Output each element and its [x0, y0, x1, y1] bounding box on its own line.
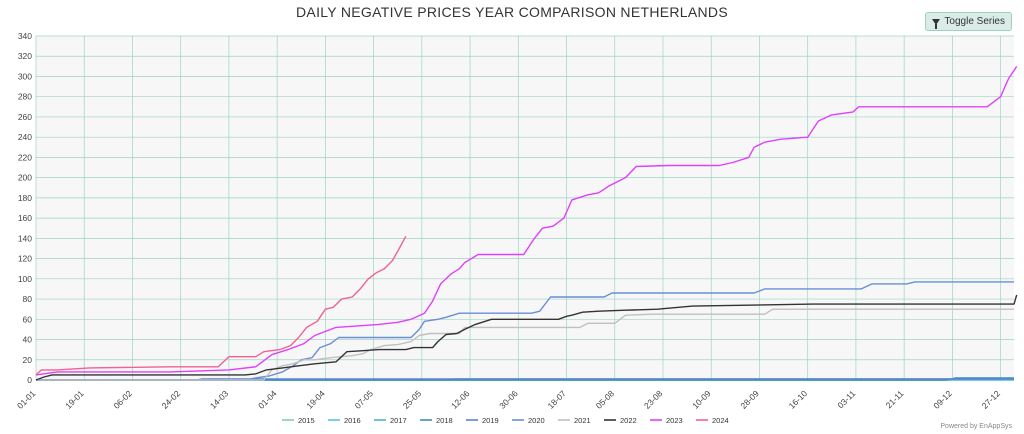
legend-label: 2020	[528, 416, 545, 425]
legend-item-2022[interactable]: 2022	[604, 416, 637, 425]
x-tick-label: 28-09	[738, 388, 761, 411]
x-tick-label: 10-09	[690, 388, 713, 411]
y-tick-label: 340	[18, 31, 32, 41]
legend-item-2020[interactable]: 2020	[512, 416, 545, 425]
series-line-2020[interactable]	[36, 281, 1014, 381]
x-tick-label: 24-02	[160, 388, 183, 411]
series-line-2023[interactable]	[35, 66, 1018, 376]
legend-label: 2015	[298, 416, 315, 425]
x-tick-label: 06-02	[111, 388, 134, 411]
y-tick-label: 40	[23, 335, 33, 345]
x-tick-label: 23-08	[642, 388, 665, 411]
legend-label: 2016	[344, 416, 361, 425]
legend-label: 2024	[712, 416, 729, 425]
y-tick-label: 120	[18, 254, 32, 264]
y-tick-label: 320	[18, 51, 32, 61]
x-tick-label: 14-03	[208, 388, 231, 411]
chart-title: DAILY NEGATIVE PRICES YEAR COMPARISON NE…	[296, 4, 728, 20]
x-tick-label: 19-04	[304, 388, 327, 411]
series-line-2024[interactable]	[35, 235, 407, 376]
x-tick-label: 21-11	[884, 388, 906, 410]
legend-item-2015[interactable]: 2015	[282, 416, 315, 425]
legend-label: 2022	[620, 416, 637, 425]
x-tick-label: 19-01	[63, 388, 86, 411]
legend-item-2021[interactable]: 2021	[558, 416, 591, 425]
toggle-series-label: Toggle Series	[944, 16, 1005, 27]
series-line-2021[interactable]	[36, 308, 1014, 381]
legend-label: 2019	[482, 416, 499, 425]
legend-item-2018[interactable]: 2018	[420, 416, 453, 425]
y-tick-label: 260	[18, 112, 32, 122]
x-tick-label: 16-10	[787, 388, 810, 411]
x-tick-label: 18-07	[545, 388, 568, 411]
legend-label: 2023	[666, 416, 683, 425]
legend-item-2023[interactable]: 2023	[650, 416, 683, 425]
y-tick-label: 240	[18, 132, 32, 142]
x-tick-label: 30-06	[497, 388, 520, 411]
legend-item-2017[interactable]: 2017	[374, 416, 407, 425]
y-tick-label: 0	[27, 375, 32, 385]
y-tick-label: 60	[23, 314, 33, 324]
x-tick-label: 03-11	[835, 388, 857, 410]
y-tick-label: 140	[18, 233, 32, 243]
x-tick-label: 01-01	[15, 388, 38, 411]
x-tick-label: 09-12	[931, 388, 954, 411]
x-tick-label: 25-05	[401, 388, 424, 411]
series-line-2022[interactable]	[35, 294, 1018, 381]
y-tick-label: 280	[18, 92, 32, 102]
y-tick-label: 300	[18, 71, 32, 81]
plot-area	[36, 36, 1014, 380]
x-tick-label: 27-12	[980, 388, 1003, 411]
legend-item-2016[interactable]: 2016	[328, 416, 361, 425]
x-tick-label: 01-04	[256, 388, 279, 411]
legend-label: 2017	[390, 416, 407, 425]
x-tick-label: 07-05	[353, 388, 376, 411]
y-tick-label: 180	[18, 193, 32, 203]
legend-label: 2021	[574, 416, 591, 425]
y-tick-label: 220	[18, 152, 32, 162]
y-tick-label: 100	[18, 274, 32, 284]
x-tick-label: 05-08	[594, 388, 617, 411]
y-tick-label: 160	[18, 213, 32, 223]
legend-item-2019[interactable]: 2019	[466, 416, 499, 425]
y-tick-label: 80	[23, 294, 33, 304]
legend-item-2024[interactable]: 2024	[696, 416, 729, 425]
x-tick-label: 12-06	[449, 388, 472, 411]
y-tick-label: 20	[23, 355, 33, 365]
y-tick-label: 200	[18, 173, 32, 183]
credits-text: Powered by EnAppSys	[940, 423, 1012, 430]
legend-label: 2018	[436, 416, 453, 425]
filter-icon	[932, 18, 941, 29]
toggle-series-button[interactable]: Toggle Series	[925, 12, 1012, 31]
